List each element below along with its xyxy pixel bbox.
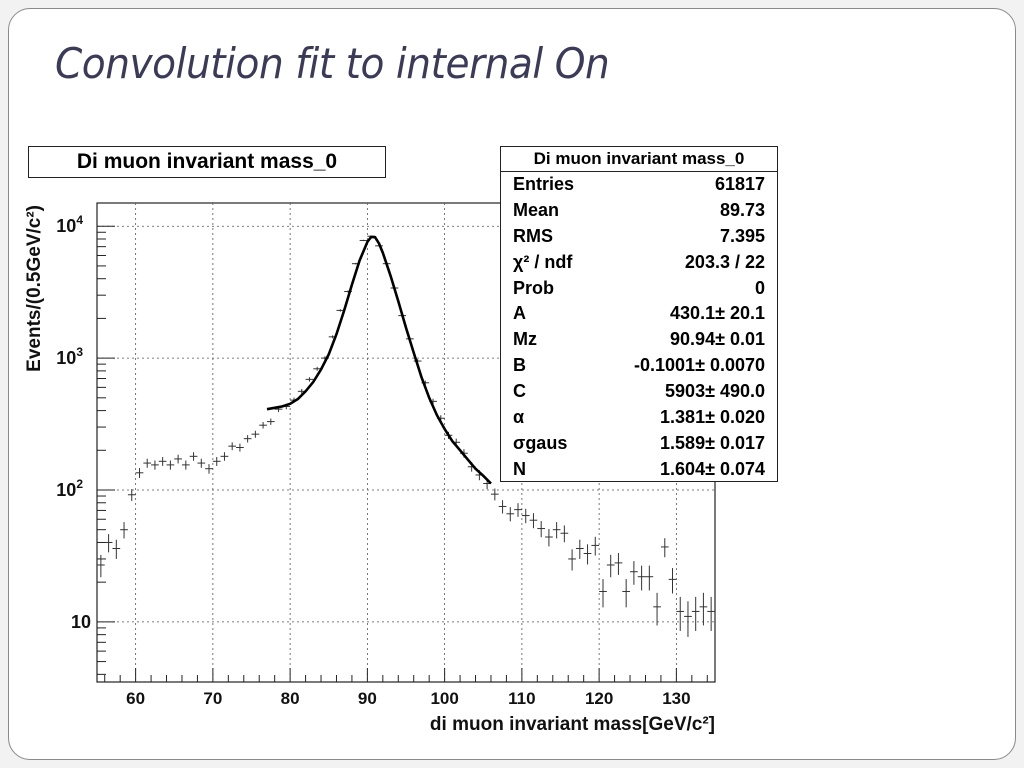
x-tick-label: 110 [508, 689, 535, 708]
stats-label: Mean [513, 199, 560, 220]
y-tick-label: 103 [56, 345, 83, 368]
y-tick-label: 10 [71, 612, 91, 632]
stats-row: RMS 7.395 [501, 224, 777, 250]
stats-row: Mz 90.94± 0.01 [501, 327, 777, 353]
x-axis-label: di muon invariant mass[GeV/c²] [430, 714, 715, 735]
stats-label: Entries [513, 174, 575, 194]
stats-row: A 430.1± 20.1 [501, 301, 777, 327]
stats-label: RMS [513, 225, 553, 246]
x-tick-label: 80 [281, 689, 300, 708]
histogram-title: Di muon invariant mass_0 [28, 146, 386, 178]
stats-label: Prob [513, 277, 555, 298]
stats-value: 0 [754, 277, 765, 298]
x-tick-label: 120 [585, 689, 613, 708]
stats-row: C 5903± 490.0 [501, 379, 777, 405]
stats-row: Prob 0 [501, 276, 777, 302]
stats-value: 430.1± 20.1 [670, 303, 765, 324]
stats-value: 1.589± 0.017 [660, 432, 765, 453]
stats-row: N 1.604± 0.074 [501, 457, 777, 483]
stats-label: χ² / ndf [513, 251, 573, 272]
x-tick-label: 130 [662, 689, 690, 708]
stats-value: 5903± 490.0 [665, 381, 765, 402]
x-tick-label: 100 [430, 689, 458, 708]
stats-row: Entries 61817 [501, 172, 777, 198]
stats-value: 89.73 [719, 199, 765, 220]
y-tick-label: 102 [56, 477, 83, 500]
stats-box: Di muon invariant mass_0 Entries 61817 Mea… [500, 146, 778, 482]
stats-value: 90.94± 0.01 [670, 329, 765, 350]
stats-label: A [513, 303, 526, 324]
stats-label: Mz [513, 329, 537, 350]
stats-value: 7.395 [719, 225, 765, 246]
x-tick-label: 70 [203, 689, 222, 708]
stats-label: C [513, 381, 526, 402]
y-axis-label: Events/(0.5GeV/c²) [24, 205, 45, 372]
stats-value: 1.381± 0.020 [660, 407, 765, 428]
stats-label: B [513, 355, 526, 376]
x-tick-label: 60 [126, 689, 145, 708]
y-tick-label: 104 [56, 213, 83, 236]
fit-curve [266, 235, 492, 485]
slide-title: Convolution fit to internal On [55, 39, 610, 88]
stats-row: B -0.1001± 0.0070 [501, 353, 777, 379]
stats-row: α 1.381± 0.020 [501, 405, 777, 431]
stats-label: σgaus [513, 432, 568, 453]
stats-value: 203.3 / 22 [684, 251, 765, 272]
stats-label: α [513, 407, 525, 428]
stats-row: σgaus 1.589± 0.017 [501, 431, 777, 457]
stats-value: 61817 [714, 174, 765, 194]
x-tick-label: 90 [358, 689, 377, 708]
stats-row: χ² / ndf 203.3 / 22 [501, 250, 777, 276]
stats-box-title: Di muon invariant mass_0 [501, 147, 777, 172]
stats-row: Mean 89.73 [501, 198, 777, 224]
stats-value: -0.1001± 0.0070 [634, 355, 765, 376]
stats-label: N [513, 458, 526, 479]
stats-value: 1.604± 0.074 [660, 458, 765, 479]
